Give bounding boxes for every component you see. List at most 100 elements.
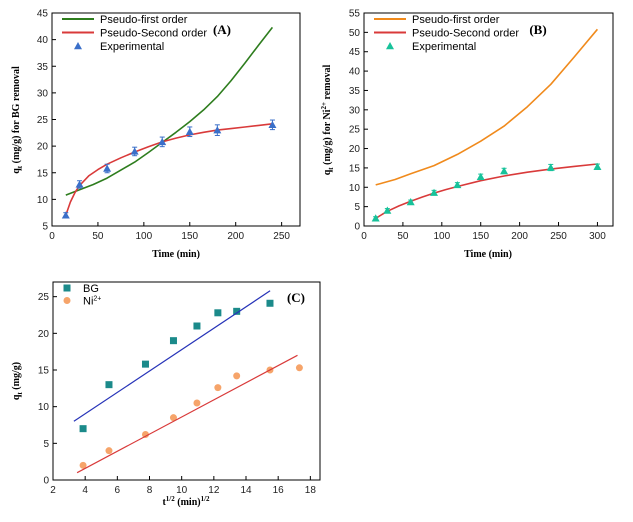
legend-swatch: [63, 297, 71, 304]
x-tick-label: 150: [472, 231, 489, 242]
data-point: [266, 299, 274, 307]
data-point: [75, 180, 84, 188]
x-tick-label: 0: [361, 231, 367, 242]
data-point: [383, 206, 392, 214]
x-axis-label: Time (min): [464, 249, 512, 260]
data-point: [169, 337, 177, 345]
x-tick-label: 10: [176, 485, 188, 496]
y-tick-label: 45: [37, 9, 49, 20]
y-tick-label: 0: [354, 222, 360, 233]
y-tick-label: 5: [42, 222, 48, 233]
plot-frame: [52, 281, 321, 481]
data-point: [476, 172, 485, 181]
label-part: t: [16, 165, 24, 168]
label-part: t: [16, 392, 24, 395]
y-tick-label: 0: [43, 476, 49, 487]
legend-label: Pseudo-Second order: [100, 28, 207, 40]
data-point: [214, 309, 222, 317]
panel-label: (C): [287, 290, 305, 305]
series-pseudo-first-order: [65, 26, 274, 196]
x-tick-label: 2: [50, 485, 56, 496]
x-tick-label: 100: [433, 231, 450, 242]
series-experimental: [61, 119, 277, 219]
legend-entry: Pseudo-first order: [374, 14, 500, 26]
x-tick-label: 250: [550, 231, 567, 242]
legend-label: Pseudo-first order: [412, 14, 500, 26]
legend-label: Pseudo-first order: [100, 14, 188, 26]
y-tick-label: 10: [37, 195, 49, 206]
data-point: [268, 120, 277, 129]
y-tick-label: 15: [349, 163, 361, 174]
series-line: [65, 26, 274, 196]
legend-entry: Ni2+: [63, 296, 101, 308]
data-point: [158, 137, 167, 146]
data-point: [546, 163, 555, 171]
data-point: [500, 167, 509, 175]
fit-line: [76, 354, 298, 474]
data-point: [103, 164, 112, 172]
x-axis-label: t1/2 (min)1/2: [162, 495, 210, 508]
panel-label: (B): [529, 22, 546, 37]
data-point: [371, 214, 380, 222]
x-tick-label: 300: [589, 231, 606, 242]
legend-label: BG: [83, 283, 99, 295]
plot-frame: [51, 12, 301, 227]
data-point: [233, 307, 241, 315]
label-part: (mg/g) for BG removal: [11, 66, 22, 166]
legend-swatch: [74, 42, 82, 50]
series-experimental: [371, 162, 602, 222]
y-tick-label: 35: [37, 62, 49, 73]
x-tick-label: 50: [397, 231, 409, 242]
label-part: q: [11, 168, 22, 174]
y-tick-label: 10: [38, 402, 50, 413]
data-point: [593, 162, 602, 170]
x-tick-label: 50: [92, 231, 104, 242]
x-tick-label: 100: [136, 231, 153, 242]
series-ni-fit: [76, 354, 298, 474]
data-point: [453, 180, 462, 189]
panel-a: 0 50 100 150 200 250 5 10 15 20 25 30 35 40 45 Time (mi…: [11, 9, 301, 260]
data-point: [406, 197, 415, 206]
data-point: [169, 414, 177, 422]
series-bg-fit: [73, 290, 271, 422]
y-tick-label: 45: [349, 47, 361, 58]
label-part: q: [322, 169, 333, 175]
label-part: q: [11, 394, 22, 400]
y-tick-label: 25: [37, 115, 49, 126]
data-point: [61, 211, 70, 219]
legend-label: Pseudo-Second order: [412, 28, 519, 40]
y-tick-label: 20: [38, 329, 50, 340]
x-tick-label: 6: [115, 485, 121, 496]
y-tick-label: 25: [38, 292, 50, 303]
series-pseudo-second-order: [375, 163, 598, 219]
legend-entry: Pseudo-Second order: [62, 28, 207, 40]
label-part: removal: [322, 64, 333, 102]
y-tick-label: 40: [37, 35, 49, 46]
label-part: 1/2: [166, 495, 175, 503]
y-tick-label: 20: [349, 144, 361, 155]
plot-frame: [363, 12, 614, 227]
series-ni2-: [79, 364, 303, 469]
legend-entry: BG: [63, 283, 99, 295]
data-point: [141, 360, 149, 368]
data-point: [193, 399, 201, 407]
y-axis-label: qt (mg/g): [11, 362, 24, 400]
y-tick-label: 55: [349, 9, 361, 20]
legend-swatch: [63, 284, 71, 292]
data-point: [79, 425, 87, 433]
panel-label: (A): [213, 22, 231, 37]
x-tick-label: 200: [511, 231, 528, 242]
panel-b: 0 50 100 150 200 250 300 0 5 10 15 20 25 30 35 40 45 50 55…: [320, 9, 614, 260]
data-point: [130, 147, 139, 155]
x-tick-label: 250: [273, 231, 290, 242]
x-tick-label: 150: [181, 231, 198, 242]
y-tick-label: 35: [349, 86, 361, 97]
label-part: 2+: [320, 102, 328, 110]
y-tick-label: 10: [349, 183, 361, 194]
data-point: [105, 381, 113, 389]
label-part: t: [162, 497, 166, 508]
series-bg: [79, 299, 274, 433]
label-part: (mg/g) for Ni: [322, 109, 333, 167]
data-point: [105, 447, 113, 455]
